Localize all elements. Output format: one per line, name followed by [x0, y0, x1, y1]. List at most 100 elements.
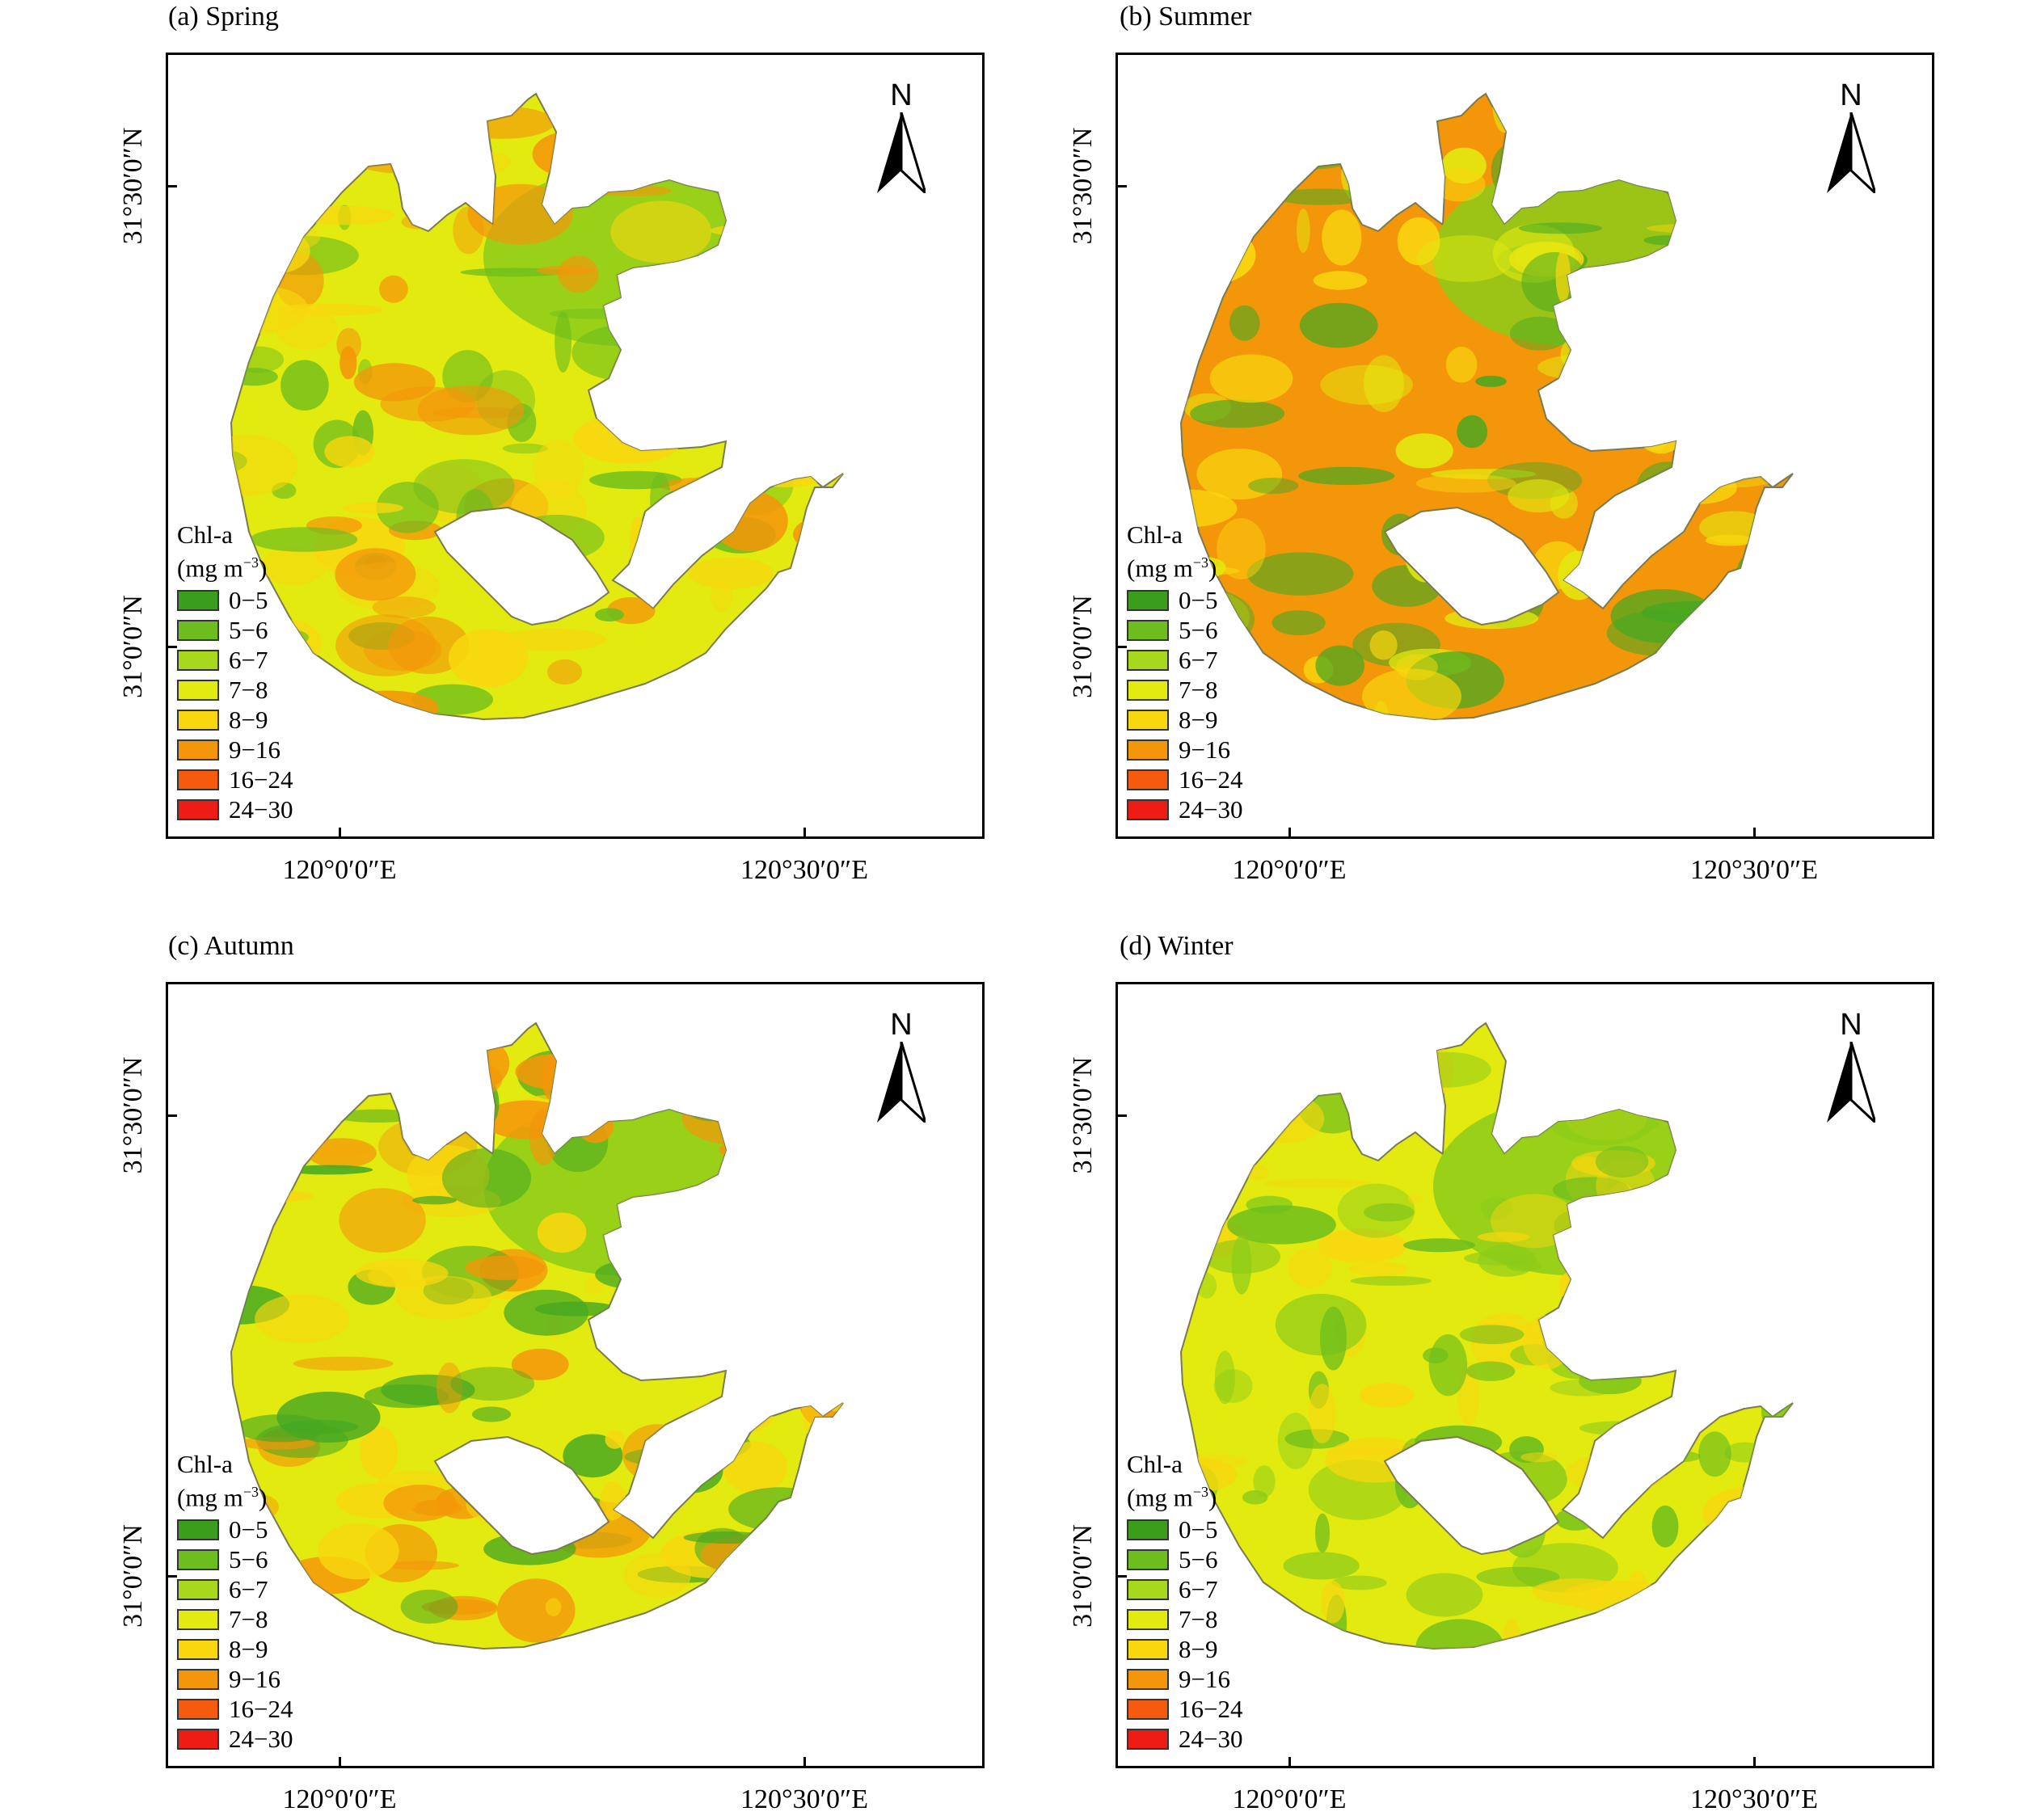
x-tick: [339, 1757, 341, 1768]
legend-swatch: [1127, 679, 1169, 701]
legend-swatch: [1127, 1698, 1169, 1720]
legend-swatch: [177, 1728, 219, 1750]
legend-label: 0−5: [1179, 585, 1218, 614]
legend-swatch: [1127, 1638, 1169, 1660]
legend-label: 9−16: [229, 1664, 280, 1693]
legend-swatch: [177, 589, 219, 611]
legend-item: 9−16: [1127, 735, 1288, 765]
x-tick-label: 120°0′0″E: [282, 1784, 397, 1814]
x-tick-label: 120°30′0″E: [1690, 855, 1818, 885]
map-frame: [1116, 982, 1934, 1768]
legend-label: 16−24: [1179, 765, 1243, 794]
panel-title: (b) Summer: [1120, 2, 1252, 32]
legend-label: 5−6: [1179, 615, 1218, 644]
legend-label: 7−8: [229, 1604, 268, 1633]
legend-label: 7−8: [1179, 1604, 1218, 1633]
legend-swatch: [1127, 709, 1169, 731]
legend-title: Chl-a: [177, 520, 233, 549]
legend-item: 8−9: [1127, 705, 1288, 735]
legend-unit: (mg m−3): [1127, 1483, 1217, 1512]
y-tick-label: 31°0′0″N: [1068, 595, 1098, 698]
legend-item: 16−24: [1127, 1694, 1288, 1724]
panel-title: (a) Spring: [168, 2, 279, 32]
legend-item: 24−30: [1127, 1724, 1288, 1754]
legend-title: Chl-a: [1127, 1450, 1183, 1478]
x-tick-label: 120°0′0″E: [1232, 855, 1347, 885]
legend-swatch: [1127, 798, 1169, 820]
map-frame: [166, 982, 985, 1768]
legend-swatch: [177, 769, 219, 790]
legend-label: 24−30: [1179, 1724, 1243, 1753]
north-letter: N: [890, 78, 913, 112]
legend-item: 16−24: [1127, 765, 1288, 794]
y-tick-label: 31°0′0″N: [118, 1524, 148, 1628]
legend-swatch: [1127, 739, 1169, 760]
x-tick: [1288, 1757, 1291, 1768]
legend-item: 16−24: [177, 1694, 339, 1724]
y-tick-label: 31°30′0″N: [1068, 1056, 1098, 1174]
legend-item: 0−5: [177, 1515, 339, 1544]
legend-item: 7−8: [1127, 675, 1288, 705]
x-tick-label: 120°30′0″E: [1690, 1784, 1818, 1814]
legend-item: 0−5: [177, 585, 339, 615]
x-tick: [803, 828, 806, 839]
island: [433, 506, 610, 626]
map-frame: [166, 53, 985, 839]
legend-item: 6−7: [177, 645, 339, 675]
legend-label: 7−8: [229, 675, 268, 704]
legend-item: 24−30: [177, 1724, 339, 1754]
arrow-shape: [1827, 112, 1875, 193]
legend-label: 6−7: [1179, 1574, 1218, 1603]
y-tick-label: 31°30′0″N: [1068, 127, 1098, 245]
y-tick: [1116, 185, 1127, 187]
legend-swatch: [1127, 1728, 1169, 1750]
north-letter: N: [890, 1008, 913, 1042]
legend-swatch: [177, 739, 219, 760]
legend-swatch: [177, 1548, 219, 1570]
legend-swatch: [177, 1668, 219, 1690]
arrow-shape: [877, 112, 926, 193]
legend-item: 8−9: [177, 1634, 339, 1664]
y-tick-label: 31°0′0″N: [118, 595, 148, 698]
island: [433, 1435, 610, 1556]
legend-item: 5−6: [177, 1544, 339, 1574]
legend-label: 9−16: [1179, 1664, 1230, 1693]
y-tick: [166, 646, 177, 648]
legend-swatch: [177, 1578, 219, 1600]
legend-swatch: [177, 1608, 219, 1630]
north-letter: N: [1840, 78, 1862, 112]
legend-swatch: [177, 1698, 219, 1720]
legend-swatch: [1127, 1608, 1169, 1630]
legend-swatch: [177, 1519, 219, 1540]
legend-swatch: [177, 649, 219, 671]
x-tick-label: 120°30′0″E: [740, 1784, 868, 1814]
legend-item: 24−30: [177, 794, 339, 824]
y-tick-label: 31°0′0″N: [1068, 1524, 1098, 1628]
legend-swatch: [177, 679, 219, 701]
legend-label: 24−30: [229, 794, 293, 824]
legend-item: 7−8: [1127, 1604, 1288, 1634]
legend-item: 8−9: [1127, 1634, 1288, 1664]
legend-item: 6−7: [177, 1574, 339, 1604]
legend-label: 16−24: [229, 1694, 293, 1723]
legend: Chl-a (mg m−3) 0−5 5−6 6−7 7−8 8−9 9−16 16−24 24−…: [1127, 1451, 1288, 1754]
legend-label: 0−5: [1179, 1515, 1218, 1544]
island: [1383, 506, 1560, 626]
legend-swatch: [1127, 1548, 1169, 1570]
panel-title: (d) Winter: [1120, 931, 1234, 961]
lake-map: [1179, 92, 1794, 721]
legend: Chl-a (mg m−3) 0−5 5−6 6−7 7−8 8−9 9−16 16−24 24−…: [177, 521, 339, 824]
arrow-shape: [877, 1042, 926, 1123]
legend-item: 24−30: [1127, 794, 1288, 824]
legend-item: 7−8: [177, 675, 339, 705]
x-tick: [1753, 828, 1756, 839]
legend-label: 9−16: [229, 735, 280, 764]
lake-map: [230, 92, 844, 721]
y-tick: [1116, 1114, 1127, 1117]
legend-unit: (mg m−3): [1127, 554, 1217, 583]
lake-map: [230, 1022, 844, 1650]
legend: Chl-a (mg m−3) 0−5 5−6 6−7 7−8 8−9 9−16 16−24 24−…: [1127, 521, 1288, 824]
legend-item: 7−8: [177, 1604, 339, 1634]
legend-label: 24−30: [229, 1724, 293, 1753]
y-tick-label: 31°30′0″N: [118, 127, 148, 245]
